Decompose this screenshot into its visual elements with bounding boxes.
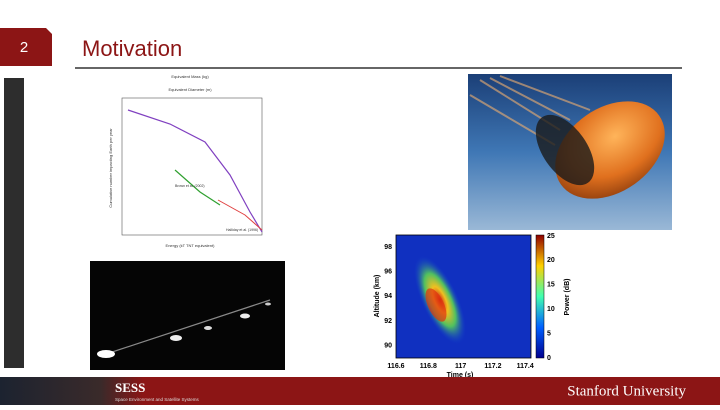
flux-plot: Equivalent Mass (kg) Equivalent Diameter… — [107, 73, 277, 248]
axis-title: Power (dB) — [564, 279, 571, 316]
echo — [425, 288, 447, 322]
footer-university: Stanford University — [567, 383, 686, 399]
meteor-image — [90, 261, 285, 370]
y-tick-label: 92 — [384, 318, 392, 325]
plot-frame — [395, 234, 532, 359]
radar-plot: Time (s) Altitude (km) Power (dB) 98 96 94… — [374, 233, 571, 379]
flux-curve — [217, 199, 263, 231]
x-tick-label: 116.6 — [387, 363, 404, 370]
colorbar-tick-label: 10 — [547, 306, 555, 313]
flux-curve — [174, 169, 221, 206]
colorbar-tick-label: 15 — [547, 282, 555, 289]
number-tab — [0, 28, 52, 66]
axis-title: Altitude (km) — [374, 275, 381, 318]
slide-title: Motivation — [82, 36, 182, 61]
axis-title: Time (s) — [447, 372, 474, 379]
footer-logo-subtitle: Space Environment and Satellite Systems — [115, 397, 200, 402]
x-tick-label: 116.8 — [420, 363, 437, 370]
plot-frame — [121, 97, 263, 236]
footer-logo: SESS — [115, 380, 145, 395]
x-tick-label: 117.2 — [484, 363, 501, 370]
curve-label: Halliday et al. (1996) — [226, 228, 258, 232]
x-tick-label: 117 — [455, 363, 466, 370]
colorbar — [535, 234, 545, 359]
footer-bar — [0, 377, 720, 405]
axis-title: Energy (kT TNT equivalent) — [166, 243, 216, 248]
axis-title: Cumulative number impacting Earth per ye… — [108, 128, 113, 208]
curve-label: Brown et al. (2002) — [175, 184, 205, 188]
slide-number: 2 — [20, 39, 28, 56]
axis-title: Equivalent Diameter (m) — [168, 87, 212, 92]
colorbar-tick-label: 0 — [547, 355, 551, 362]
colorbar-tick-label: 25 — [547, 233, 555, 240]
y-tick-label: 90 — [384, 343, 392, 350]
axis-title: Equivalent Mass (kg) — [171, 74, 209, 79]
plot-bg — [107, 73, 277, 248]
y-tick-label: 96 — [384, 269, 392, 276]
y-tick-label: 98 — [384, 244, 392, 251]
x-tick-label: 117.4 — [517, 363, 534, 370]
flux-curve — [127, 109, 263, 233]
colorbar-tick-label: 5 — [547, 330, 551, 337]
capsule-image — [468, 74, 672, 230]
colorbar-tick-label: 20 — [547, 257, 555, 264]
side-bar — [4, 78, 24, 368]
y-tick-label: 94 — [384, 293, 392, 300]
